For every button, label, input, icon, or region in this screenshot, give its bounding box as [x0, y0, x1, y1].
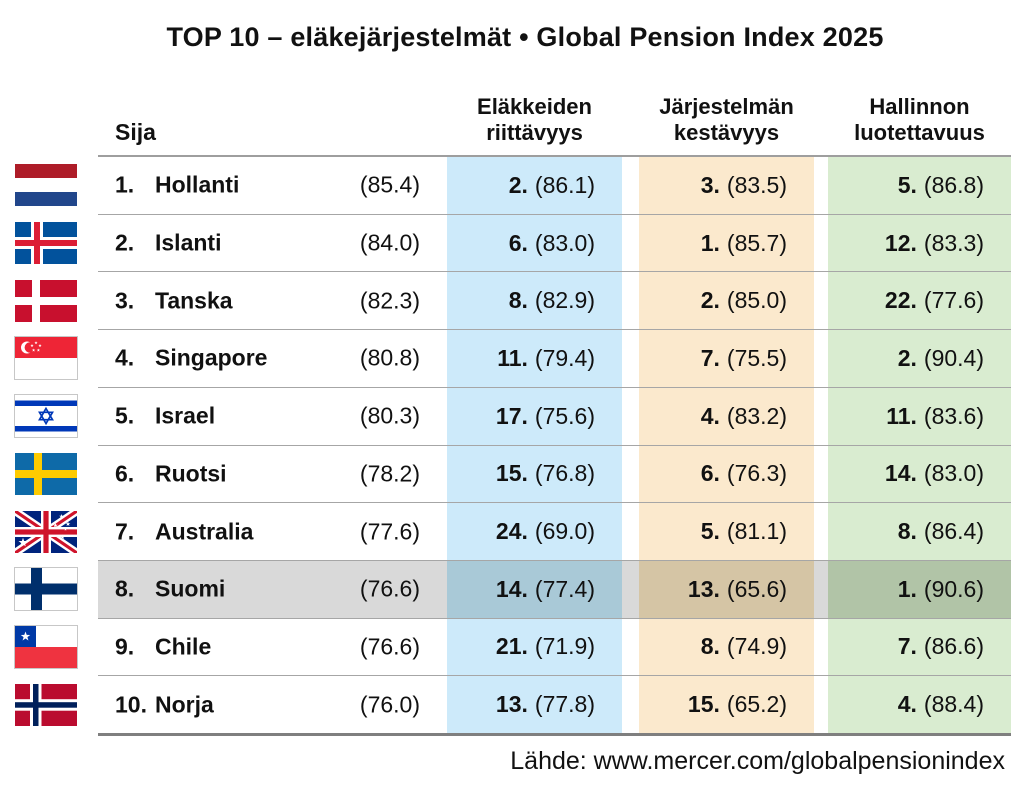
- rank-label: 6.: [115, 460, 135, 487]
- flag-sweden-icon: [15, 452, 77, 495]
- country-label: Islanti: [155, 229, 222, 256]
- table-row-australia: 7. Australia (77.6) 24. (69.0) 5. (81.1) 8…: [15, 503, 1011, 561]
- ranking-table: 1. Hollanti (85.4) 2. (86.1) 3. (83.5) 5.(…: [14, 155, 1011, 736]
- integrity-cell: 22. (77.6): [828, 272, 1011, 330]
- adequacy-cell: 17. (75.6): [447, 387, 622, 445]
- flag-denmark-icon: [15, 279, 77, 322]
- overall-score: (76.6): [359, 575, 420, 602]
- table-row-chile: 9. Chile (76.6) 21. (71.9) 8. (74.9) 7. (86…: [14, 618, 1011, 677]
- column-header-rank: Sija: [115, 119, 156, 145]
- rank-label: 8.: [115, 575, 135, 602]
- table-row-netherlands: 1. Hollanti (85.4) 2. (86.1) 3. (83.5) 5.(…: [15, 157, 1011, 215]
- adequacy-cell: 24. (69.0): [447, 503, 622, 560]
- sustainability-cell: 1. (85.7): [639, 214, 814, 272]
- country-label: Norja: [155, 691, 214, 718]
- column-header-sustainability: Järjestelmän kestävyys: [659, 94, 794, 145]
- overall-score: (76.0): [359, 691, 420, 718]
- table-row-singapore: 4. Singapore (80.8) 11. (79.4) 7. (75.5) 2…: [14, 330, 1011, 388]
- sustainability-cell: 6. (76.3): [639, 445, 814, 503]
- flag-australia-icon: [15, 510, 77, 553]
- overall-score: (80.8): [359, 344, 420, 371]
- adequacy-cell: 15. (76.8): [447, 445, 622, 503]
- flag-netherlands-icon: [15, 164, 77, 207]
- overall-score: (80.3): [359, 402, 420, 429]
- sustainability-cell: 5. (81.1): [639, 503, 814, 560]
- adequacy-cell: 8. (82.9): [447, 272, 622, 330]
- country-label: Chile: [155, 633, 212, 660]
- rank-label: 5.: [115, 402, 135, 429]
- flag-finland-icon: [14, 567, 78, 612]
- table-row-iceland: 2. Islanti (84.0) 6. (83.0) 1. (85.7) 12.(…: [15, 214, 1011, 273]
- source-attribution: Lähde: www.mercer.com/globalpensionindex: [510, 747, 1005, 775]
- adequacy-cell: 6. (83.0): [447, 214, 622, 272]
- table-row-denmark: 3. Tanska (82.3) 8. (82.9) 2. (85.0) 22. (7…: [15, 272, 1011, 331]
- integrity-cell: 12. (83.3): [828, 214, 1011, 272]
- sustainability-cell: 2. (85.0): [639, 272, 814, 330]
- country-label: Tanska: [155, 287, 233, 314]
- country-label: Ruotsi: [155, 460, 227, 487]
- rank-label: 10.: [115, 691, 147, 718]
- rank-label: 7.: [115, 518, 135, 545]
- table-row-norway: 10. Norja (76.0) 13. (77.8) 15. (65.2) 4.(…: [15, 676, 1011, 734]
- integrity-cell: 11. (83.6): [828, 387, 1011, 445]
- rank-label: 9.: [115, 633, 135, 660]
- table-row-sweden: 6. Ruotsi (78.2) 15. (76.8) 6. (76.3) 14.(…: [15, 445, 1011, 504]
- integrity-cell: 2. (90.4): [828, 330, 1011, 387]
- overall-score: (84.0): [359, 229, 420, 256]
- flag-singapore-icon: [14, 336, 78, 381]
- sustainability-cell: 8. (74.9): [639, 618, 814, 676]
- adequacy-cell: 13. (77.8): [447, 676, 622, 734]
- country-label: Singapore: [155, 344, 268, 371]
- rank-label: 2.: [115, 229, 135, 256]
- sustainability-cell: 7. (75.5): [639, 330, 814, 387]
- sustainability-cell: 15. (65.2): [639, 676, 814, 734]
- country-label: Australia: [155, 518, 254, 545]
- adequacy-cell: 14. (77.4): [447, 560, 622, 618]
- rank-label: 1.: [115, 171, 135, 198]
- table-row-israel: 5. Israel (80.3) 17. (75.6) 4. (83.2) 11.(…: [14, 387, 1011, 446]
- flag-israel-icon: [14, 394, 78, 439]
- table-row-finland-highlighted: 8. Suomi (76.6) 14. (77.4) 13. (65.6) 1. (9…: [14, 560, 1011, 619]
- overall-score: (78.2): [359, 460, 420, 487]
- integrity-cell: 14. (83.0): [828, 445, 1011, 503]
- overall-score: (85.4): [359, 171, 420, 198]
- integrity-cell: 4. (88.4): [828, 676, 1011, 734]
- adequacy-cell: 11. (79.4): [447, 330, 622, 387]
- sustainability-cell: 13. (65.6): [639, 560, 814, 618]
- rank-label: 3.: [115, 287, 135, 314]
- table-header: Sija Eläkkeiden riittävyys Järjestelmän …: [98, 75, 1011, 155]
- column-header-adequacy: Eläkkeiden riittävyys: [477, 94, 592, 145]
- page-title: TOP 10 – eläkejärjestelmät • Global Pens…: [166, 22, 884, 52]
- integrity-cell: 5. (86.8): [828, 157, 1011, 214]
- integrity-cell: 8. (86.4): [828, 503, 1011, 560]
- rank-label: 4.: [115, 344, 135, 371]
- overall-score: (77.6): [359, 518, 420, 545]
- country-label: Suomi: [155, 575, 226, 602]
- integrity-cell: 1. (90.6): [828, 560, 1011, 618]
- sustainability-cell: 4. (83.2): [639, 387, 814, 445]
- overall-score: (76.6): [359, 633, 420, 660]
- country-label: Israel: [155, 402, 216, 429]
- adequacy-cell: 21. (71.9): [447, 618, 622, 676]
- sustainability-cell: 3. (83.5): [639, 157, 814, 214]
- flag-norway-icon: [15, 683, 77, 726]
- column-header-integrity: Hallinnon luotettavuus: [854, 94, 985, 145]
- overall-score: (82.3): [359, 287, 420, 314]
- integrity-cell: 7. (86.6): [828, 618, 1011, 676]
- flag-iceland-icon: [15, 222, 77, 265]
- country-label: Hollanti: [155, 171, 240, 198]
- adequacy-cell: 2. (86.1): [447, 157, 622, 214]
- flag-chile-icon: [14, 624, 78, 669]
